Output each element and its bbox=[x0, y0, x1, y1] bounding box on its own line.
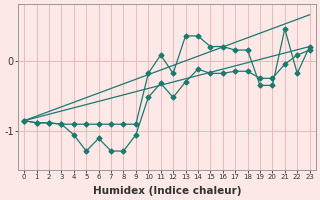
X-axis label: Humidex (Indice chaleur): Humidex (Indice chaleur) bbox=[93, 186, 241, 196]
